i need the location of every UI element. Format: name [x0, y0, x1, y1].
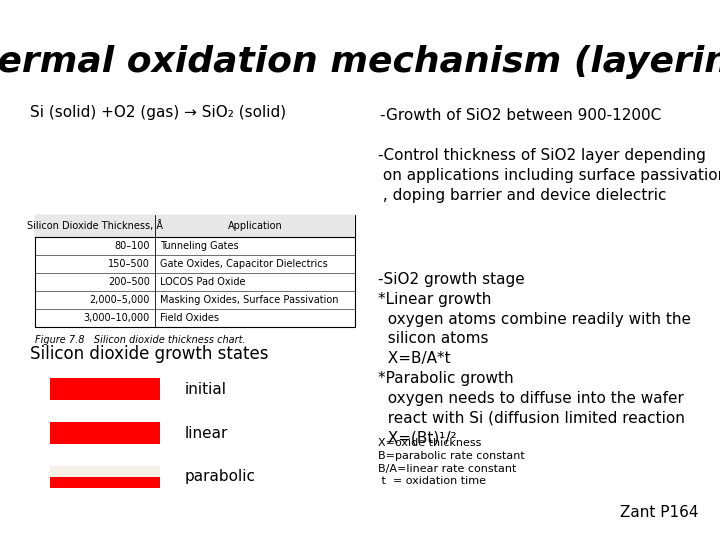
Text: LOCOS Pad Oxide: LOCOS Pad Oxide [160, 277, 246, 287]
Text: Zant P164: Zant P164 [620, 505, 698, 520]
Text: 2,000–5,000: 2,000–5,000 [89, 295, 150, 305]
Text: Gate Oxides, Capacitor Dielectrics: Gate Oxides, Capacitor Dielectrics [160, 259, 328, 269]
Bar [35, 215, 355, 237]
Text: Masking Oxides, Surface Passivation: Masking Oxides, Surface Passivation [160, 295, 338, 305]
Text: -Growth of SiO2 between 900-1200C: -Growth of SiO2 between 900-1200C [380, 108, 661, 123]
Text: linear: linear [185, 426, 228, 441]
Text: -Control thickness of SiO2 layer depending
 on applications including surface pa: -Control thickness of SiO2 layer dependi… [378, 148, 720, 202]
Bar [50, 378, 160, 400]
Text: parabolic: parabolic [185, 469, 256, 484]
Text: 200–500: 200–500 [108, 277, 150, 287]
Bar [50, 466, 160, 477]
Text: Silicon dioxide growth states: Silicon dioxide growth states [30, 345, 269, 363]
Text: initial: initial [185, 381, 227, 396]
Text: Thermal oxidation mechanism (layering): Thermal oxidation mechanism (layering) [0, 45, 720, 79]
Text: Field Oxides: Field Oxides [160, 313, 219, 323]
Bar [50, 477, 160, 488]
Text: 150–500: 150–500 [108, 259, 150, 269]
Text: Silicon Dioxide Thickness, Å: Silicon Dioxide Thickness, Å [27, 220, 163, 232]
Text: -SiO2 growth stage
*Linear growth
  oxygen atoms combine readily with the
  sili: -SiO2 growth stage *Linear growth oxygen… [378, 272, 691, 446]
Text: Figure 7.8   Silicon dioxide thickness chart.: Figure 7.8 Silicon dioxide thickness cha… [35, 335, 246, 345]
Text: Si (solid) +O2 (gas) → SiO₂ (solid): Si (solid) +O2 (gas) → SiO₂ (solid) [30, 105, 286, 120]
Text: Tunneling Gates: Tunneling Gates [160, 241, 238, 251]
Bar [50, 422, 160, 444]
Text: 80–100: 80–100 [114, 241, 150, 251]
Text: X=oxide thickness
B=parabolic rate constant
B/A=linear rate constant
 t  = oxida: X=oxide thickness B=parabolic rate const… [378, 438, 525, 487]
Text: 3,000–10,000: 3,000–10,000 [84, 313, 150, 323]
Text: Application: Application [228, 221, 282, 231]
Bar [35, 215, 355, 327]
